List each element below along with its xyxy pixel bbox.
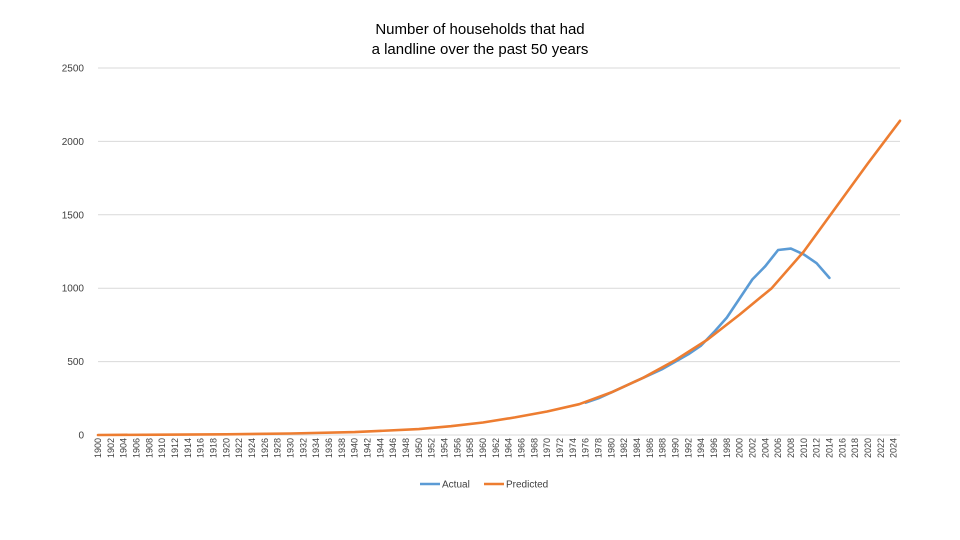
legend: Actual Predicted bbox=[420, 480, 548, 491]
chart-title: Number of households that had a landline… bbox=[0, 20, 960, 60]
y-tick-label: 500 bbox=[67, 357, 84, 368]
x-tick-label: 1992 bbox=[683, 438, 693, 458]
x-tick-label: 2014 bbox=[824, 438, 834, 458]
x-tick-label: 1990 bbox=[670, 438, 680, 458]
x-tick-label: 1970 bbox=[542, 438, 552, 458]
x-tick-label: 2002 bbox=[747, 438, 757, 458]
gridlines bbox=[98, 67, 900, 436]
x-tick-label: 1950 bbox=[414, 438, 424, 458]
legend-label-actual: Actual bbox=[442, 480, 470, 491]
x-tick-label: 1918 bbox=[209, 438, 219, 458]
x-tick-label: 1972 bbox=[555, 438, 565, 458]
x-tick-label: 2024 bbox=[889, 438, 899, 458]
x-tick-label: 1902 bbox=[106, 438, 116, 458]
x-tick-label: 1940 bbox=[350, 438, 360, 458]
x-tick-label: 1974 bbox=[568, 438, 578, 458]
x-tick-label: 2016 bbox=[837, 438, 847, 458]
x-tick-label: 1916 bbox=[196, 438, 206, 458]
x-tick-label: 1908 bbox=[144, 438, 154, 458]
x-tick-label: 2010 bbox=[799, 438, 809, 458]
y-tick-label: 2000 bbox=[62, 137, 85, 148]
x-tick-label: 2000 bbox=[735, 438, 745, 458]
y-tick-label: 0 bbox=[78, 431, 84, 442]
chart-title-line-2: a landline over the past 50 years bbox=[371, 41, 589, 58]
x-tick-label: 1930 bbox=[286, 438, 296, 458]
x-tick-label: 1952 bbox=[427, 438, 437, 458]
x-tick-label: 1966 bbox=[517, 438, 527, 458]
x-tick-label: 1994 bbox=[696, 438, 706, 458]
x-tick-label: 1934 bbox=[311, 438, 321, 458]
x-tick-label: 2022 bbox=[876, 438, 886, 458]
y-tick-label: 1000 bbox=[62, 284, 85, 295]
x-tick-label: 1960 bbox=[478, 438, 488, 458]
x-tick-label: 1936 bbox=[324, 438, 334, 458]
x-tick-label: 1900 bbox=[93, 438, 103, 458]
series-line-predicted bbox=[96, 119, 902, 437]
x-tick-label: 1904 bbox=[119, 438, 129, 458]
x-tick-label: 1982 bbox=[619, 438, 629, 458]
series-line-actual bbox=[584, 247, 831, 405]
series-lines bbox=[96, 119, 902, 437]
y-tick-label: 2500 bbox=[62, 64, 85, 75]
x-tick-label: 1948 bbox=[401, 438, 411, 458]
x-tick-label: 1910 bbox=[157, 438, 167, 458]
y-axis-labels: 0 500 1000 1500 2000 2500 bbox=[62, 64, 85, 442]
x-tick-label: 1938 bbox=[337, 438, 347, 458]
x-tick-label: 1920 bbox=[221, 438, 231, 458]
x-tick-label: 1996 bbox=[709, 438, 719, 458]
legend-label-predicted: Predicted bbox=[506, 480, 548, 491]
x-tick-label: 1946 bbox=[388, 438, 398, 458]
x-tick-label: 2004 bbox=[760, 438, 770, 458]
x-tick-label: 1914 bbox=[183, 438, 193, 458]
x-tick-label: 1958 bbox=[465, 438, 475, 458]
x-tick-label: 2006 bbox=[773, 438, 783, 458]
x-tick-label: 1922 bbox=[234, 438, 244, 458]
x-tick-label: 2012 bbox=[812, 438, 822, 458]
x-tick-label: 1956 bbox=[452, 438, 462, 458]
x-tick-label: 1976 bbox=[581, 438, 591, 458]
x-tick-label: 1906 bbox=[132, 438, 142, 458]
chart-title-line-1: Number of households that had bbox=[375, 21, 585, 38]
x-tick-label: 1954 bbox=[440, 438, 450, 458]
x-tick-label: 1986 bbox=[645, 438, 655, 458]
x-tick-label: 1928 bbox=[273, 438, 283, 458]
x-tick-label: 2008 bbox=[786, 438, 796, 458]
x-tick-label: 1980 bbox=[606, 438, 616, 458]
x-tick-label: 1932 bbox=[298, 438, 308, 458]
x-tick-label: 1924 bbox=[247, 438, 257, 458]
y-tick-label: 1500 bbox=[62, 210, 85, 221]
x-tick-label: 1988 bbox=[658, 438, 668, 458]
x-tick-label: 1944 bbox=[375, 438, 385, 458]
x-tick-label: 1926 bbox=[260, 438, 270, 458]
x-tick-label: 1984 bbox=[632, 438, 642, 458]
x-tick-label: 1912 bbox=[170, 438, 180, 458]
x-tick-label: 1962 bbox=[491, 438, 501, 458]
x-tick-label: 1942 bbox=[363, 438, 373, 458]
x-tick-label: 1968 bbox=[529, 438, 539, 458]
x-tick-label: 1978 bbox=[593, 438, 603, 458]
x-tick-label: 1964 bbox=[504, 438, 514, 458]
x-tick-label: 2018 bbox=[850, 438, 860, 458]
x-tick-label: 1998 bbox=[722, 438, 732, 458]
x-tick-label: 2020 bbox=[863, 438, 873, 458]
x-axis-labels: 1900 1902 1904 1906 1908 1910 1912 1914 1916 1918… bbox=[93, 438, 899, 458]
